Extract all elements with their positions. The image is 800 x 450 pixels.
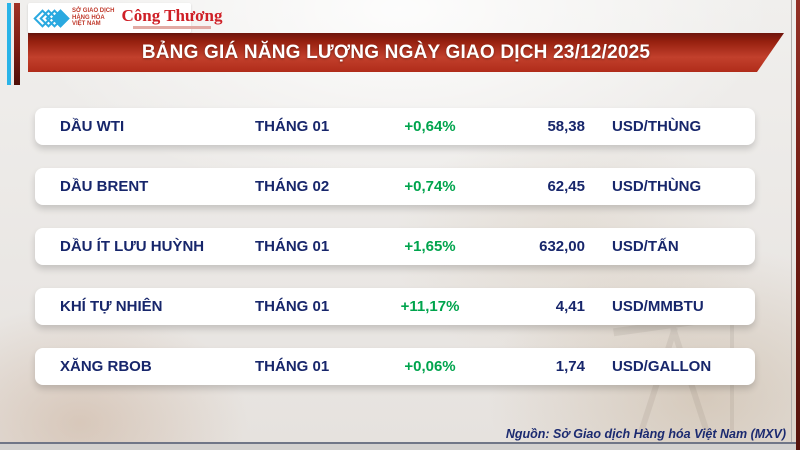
change-percent: +0,06%	[404, 358, 456, 375]
congthuong-logo: Công Thương	[121, 7, 223, 29]
title-banner: BẢNG GIÁ NĂNG LƯỢNG NGÀY GIAO DỊCH 23/12…	[28, 33, 784, 72]
price-unit: USD/THÙNG	[612, 118, 702, 135]
table-row-dau-it-luu-huynh: DẦU ÍT LƯU HUỲNH THÁNG 01 +1,65% 632,00 …	[35, 228, 755, 265]
table-row-dau-wti: DẦU WTI THÁNG 01 +0,64% 58,38 USD/THÙNG	[35, 108, 755, 145]
change-percent: +0,64%	[404, 118, 456, 135]
contract-month: THÁNG 01	[255, 358, 330, 375]
commodity-name: DẦU WTI	[60, 118, 125, 135]
source-attribution: Nguồn: Sở Giao dịch Hàng hóa Việt Nam (M…	[505, 427, 786, 441]
left-accent-stripe-maroon	[14, 3, 20, 85]
price-unit: USD/THÙNG	[612, 178, 702, 195]
price-unit: USD/TẤN	[612, 238, 679, 255]
commodity-name: DẦU ÍT LƯU HUỲNH	[60, 238, 205, 255]
publisher-logo-plate: SỞ GIAO DỊCH HÀNG HÓA VIỆT NAM Công Thươ…	[28, 3, 223, 33]
price-table: DẦU WTI THÁNG 01 +0,64% 58,38 USD/THÙNG …	[35, 108, 755, 408]
price-value: 1,74	[555, 358, 585, 375]
table-row-dau-brent: DẦU BRENT THÁNG 02 +0,74% 62,45 USD/THÙN…	[35, 168, 755, 205]
right-accent-bar	[796, 0, 800, 450]
contract-month: THÁNG 01	[255, 238, 330, 255]
price-value: 62,45	[547, 178, 585, 195]
price-unit: USD/MMBTU	[612, 298, 704, 315]
price-unit: USD/GALLON	[612, 358, 712, 375]
table-row-xang-rbob: XĂNG RBOB THÁNG 01 +0,06% 1,74 USD/GALLO…	[35, 348, 755, 385]
mxv-diamond-logo-icon	[33, 8, 70, 28]
price-value: 632,00	[539, 238, 585, 255]
contract-month: THÁNG 02	[255, 178, 330, 195]
price-value: 4,41	[555, 298, 585, 315]
contract-month: THÁNG 01	[255, 298, 330, 315]
table-row-khi-tu-nhien: KHÍ TỰ NHIÊN THÁNG 01 +11,17% 4,41 USD/M…	[35, 288, 755, 325]
congthuong-logo-tagline	[132, 26, 211, 29]
right-edge-hairline	[791, 0, 792, 450]
commodity-name: KHÍ TỰ NHIÊN	[60, 298, 163, 315]
change-percent: +1,65%	[404, 238, 456, 255]
commodity-name: DẦU BRENT	[60, 178, 149, 195]
change-percent: +0,74%	[404, 178, 456, 195]
bottom-rule	[0, 442, 796, 450]
page-title: BẢNG GIÁ NĂNG LƯỢNG NGÀY GIAO DỊCH 23/12…	[141, 41, 651, 63]
commodity-name: XĂNG RBOB	[60, 358, 152, 375]
left-accent-stripe-cyan	[7, 3, 11, 85]
price-value: 58,38	[547, 118, 585, 135]
mxv-logo-text: SỞ GIAO DỊCH HÀNG HÓA VIỆT NAM	[72, 7, 115, 28]
change-percent: +11,17%	[400, 298, 460, 315]
contract-month: THÁNG 01	[255, 118, 330, 135]
